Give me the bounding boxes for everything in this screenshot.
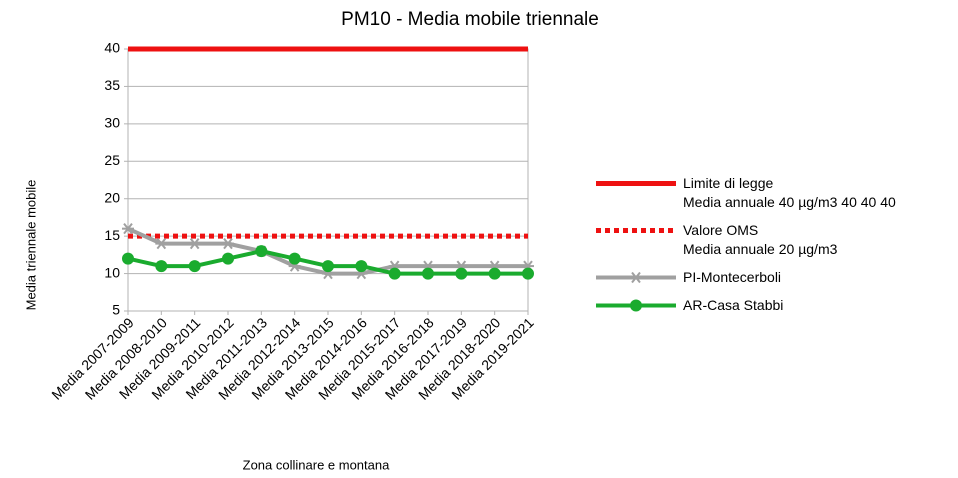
x-axis-label: Zona collinare e montana [243,457,390,472]
point [222,238,234,250]
point [422,267,434,280]
legend-label: AR-Casa Stabbi [683,297,784,313]
y-tick-label: 25 [104,152,120,168]
point [630,271,642,284]
point [522,267,534,280]
point-stroke [631,271,641,284]
y-tick-label: 40 [104,40,120,56]
point-stroke [189,238,200,250]
point [322,260,334,273]
legend-label: Valore OMS Media annuale 20 µg/m3 [683,222,838,257]
y-axis-label: Media triennale mobile [23,180,38,311]
point [188,238,201,250]
point [122,223,134,235]
point [188,260,201,273]
legend-label: Limite di legge Media annuale 40 µg/m3 4… [683,175,896,210]
point [488,267,501,280]
y-tick-label: 10 [104,264,120,280]
point [222,252,234,265]
point [288,252,301,265]
point [255,245,268,258]
point-stroke [223,238,233,250]
point [630,299,642,312]
point [155,238,168,250]
y-tick-label: 20 [104,189,120,205]
legend-label: PI-Montecerboli [683,269,782,285]
point [122,252,134,265]
y-tick-label: 15 [104,227,120,243]
point-stroke [156,238,167,250]
point [355,260,368,273]
point-stroke [123,223,133,235]
y-tick-label: 30 [104,115,120,131]
chart-title: PM10 - Media mobile triennale [341,9,599,30]
point [388,267,401,280]
y-tick-label: 35 [104,77,120,93]
point [455,267,468,280]
y-tick-label: 5 [112,302,120,318]
point [155,260,168,273]
